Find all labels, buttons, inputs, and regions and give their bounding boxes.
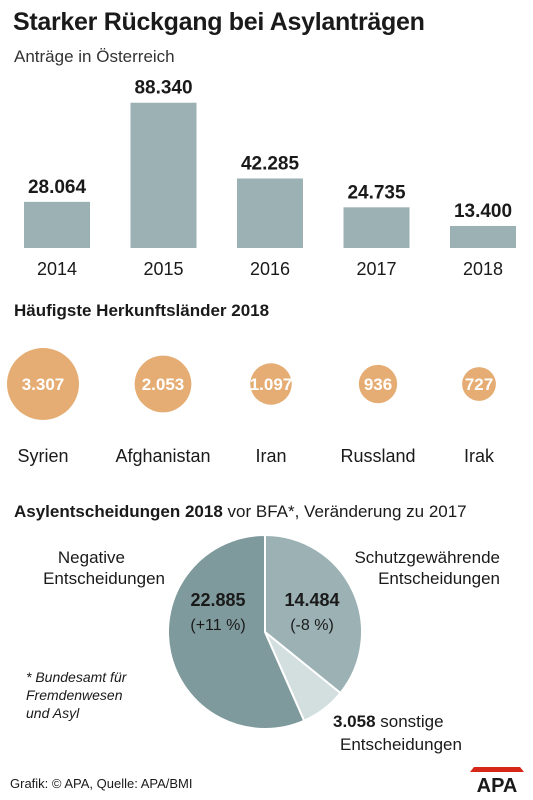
footnote: * Bundesamt für Fremdenwesen und Asyl (26, 669, 127, 721)
slice-negative (167, 533, 306, 730)
slice-schutzgewaehrend (264, 533, 363, 695)
negative-value-label: 22.885 (190, 590, 245, 610)
bubble-value-label: 2.053 (142, 375, 185, 394)
bar-category-label: 2014 (37, 259, 77, 279)
bubble-chart: 3.307 Syrien 2.053 Afghanistan 1.097 Iran 936 R… (7, 348, 496, 466)
sonstige-value-label: 3.058 (333, 712, 376, 731)
sonstige-name-label: Entscheidungen (340, 735, 462, 754)
bubble-value-label: 3.307 (22, 375, 65, 394)
bar-value-label: 24.735 (347, 182, 406, 203)
bubble-country-label: Syrien (17, 446, 68, 466)
bubble-country-label: Irak (464, 446, 495, 466)
sonstige-label: 3.058 sonstige (333, 712, 444, 731)
bubble-Afghanistan (134, 355, 192, 413)
decisions-title-rest: vor BFA*, Veränderung zu 2017 (222, 502, 467, 521)
bar-category-label: 2017 (356, 259, 396, 279)
bar-category-label: 2015 (143, 259, 183, 279)
bubble-country-label: Russland (340, 446, 415, 466)
source-credit: Grafik: © APA, Quelle: APA/BMI (10, 776, 193, 791)
bubble-Iran (250, 363, 292, 405)
negative-name-label: Entscheidungen (43, 569, 165, 588)
bar-category-label: 2018 (463, 259, 503, 279)
countries-title: Häufigste Herkunftsländer 2018 (14, 301, 270, 320)
bar-value-label: 28.064 (28, 177, 87, 198)
chart-title: Starker Rückgang bei Asylanträgen (13, 8, 425, 36)
bubble-country-label: Afghanistan (115, 446, 210, 466)
bubble-Irak (462, 367, 496, 401)
schutz-name-label: Schutzgewährende (354, 548, 500, 567)
bar-value-label: 13.400 (454, 201, 512, 222)
decisions-title: Asylentscheidungen 2018 vor BFA*, Veränd… (14, 502, 467, 522)
bar-2018 (450, 225, 516, 248)
schutz-value-label: 14.484 (284, 590, 339, 610)
bar-value-label: 88.340 (134, 78, 192, 99)
logo-mark (470, 767, 524, 772)
negative-name-label: Negative (58, 548, 125, 567)
bubble-value-label: 727 (465, 375, 493, 394)
schutz-change-label: (-8 %) (290, 617, 334, 634)
bubble-country-label: Iran (255, 446, 286, 466)
bar-2016 (237, 178, 303, 248)
bar-value-label: 42.285 (241, 153, 300, 174)
sonstige-name-label: sonstige (376, 712, 444, 731)
bar-category-label: 2016 (250, 259, 290, 279)
bubble-value-label: 1.097 (250, 375, 293, 394)
negative-change-label: (+11 %) (190, 617, 245, 634)
bubble-Syrien (7, 348, 79, 420)
pie-chart: 14.484 (-8 %) 22.885 (+11 %) Negative Entsche… (43, 533, 500, 754)
chart-subtitle: Anträge in Österreich (14, 47, 175, 66)
bubble-Russland (358, 364, 398, 404)
bar-chart: 28.064 2014 88.340 2015 42.285 2016 24.735 2017… (24, 78, 516, 279)
logo-text: APA (477, 775, 518, 793)
bar-2015 (130, 102, 197, 248)
decisions-title-bold: Asylentscheidungen 2018 (14, 502, 223, 521)
apa-logo: APA (470, 767, 524, 793)
schutz-name-label: Entscheidungen (378, 569, 500, 588)
bubble-value-label: 936 (364, 375, 392, 394)
bar-2017 (343, 207, 410, 248)
bar-2014 (24, 201, 90, 248)
